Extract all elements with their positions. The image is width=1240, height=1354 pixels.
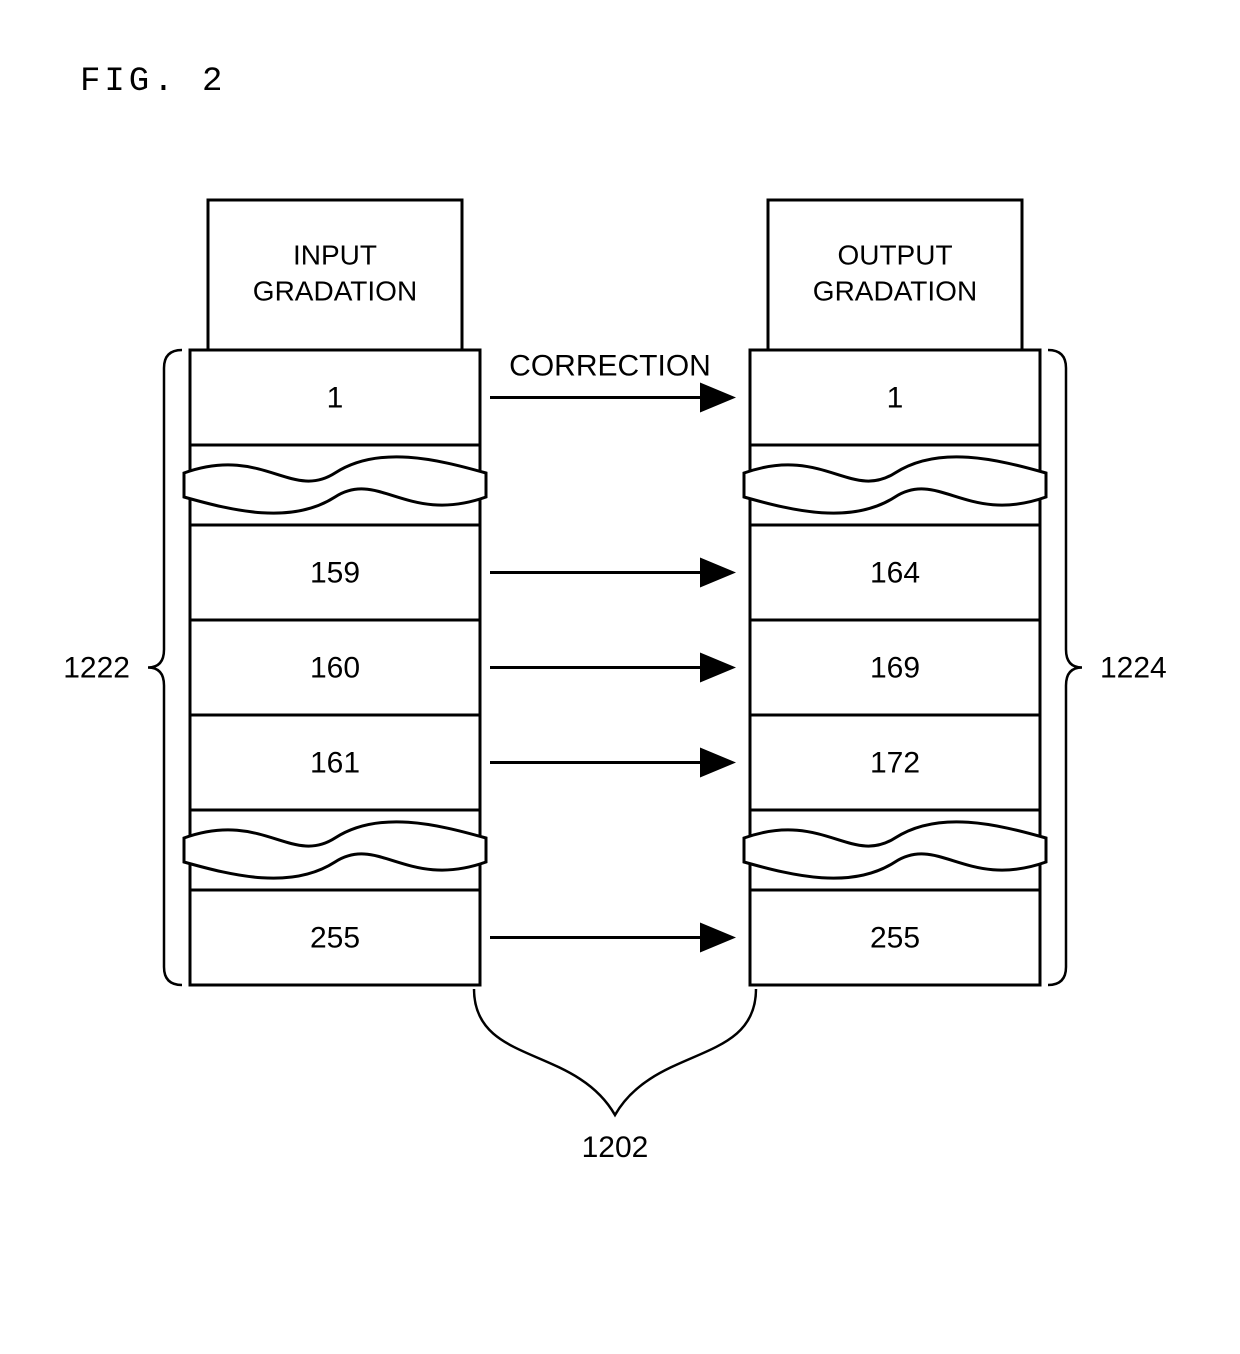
output-cell-4: 255 [870, 921, 920, 954]
right-brace-label: 1224 [1100, 652, 1167, 685]
correction-label: CORRECTION [509, 350, 711, 383]
output-header-line2: GRADATION [813, 275, 977, 306]
output-cell-0: 1 [887, 381, 904, 414]
gradation-correction-diagram: FIG. 2 INPUT GRADATION 1 159 160 161 255 OUTPU… [0, 0, 1240, 1354]
right-brace [1048, 350, 1082, 985]
input-cell-0: 1 [327, 381, 344, 414]
output-cell-1: 164 [870, 556, 920, 589]
output-header-line1: OUTPUT [837, 239, 952, 270]
input-cell-4: 255 [310, 921, 360, 954]
input-gradation-column: INPUT GRADATION 1 159 160 161 255 [184, 200, 486, 985]
input-header-line2: GRADATION [253, 275, 417, 306]
input-cell-2: 160 [310, 651, 360, 684]
input-header-line1: INPUT [293, 239, 377, 270]
left-brace-label: 1222 [63, 652, 130, 685]
figure-title: FIG. 2 [80, 63, 226, 101]
input-gap-2 [184, 822, 486, 878]
output-gap-2 [744, 822, 1046, 878]
output-gradation-column: OUTPUT GRADATION 1 164 169 172 255 [744, 200, 1046, 985]
output-cell-2: 169 [870, 651, 920, 684]
input-gap-1 [184, 457, 486, 513]
bottom-curve [474, 989, 756, 1115]
bottom-label: 1202 [582, 1131, 649, 1164]
input-cell-3: 161 [310, 746, 360, 779]
input-cell-1: 159 [310, 556, 360, 589]
output-gap-1 [744, 457, 1046, 513]
output-cell-3: 172 [870, 746, 920, 779]
left-brace [148, 350, 182, 985]
correction-arrows [490, 398, 730, 938]
